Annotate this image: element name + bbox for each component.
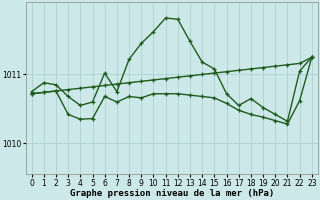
- X-axis label: Graphe pression niveau de la mer (hPa): Graphe pression niveau de la mer (hPa): [69, 189, 274, 198]
